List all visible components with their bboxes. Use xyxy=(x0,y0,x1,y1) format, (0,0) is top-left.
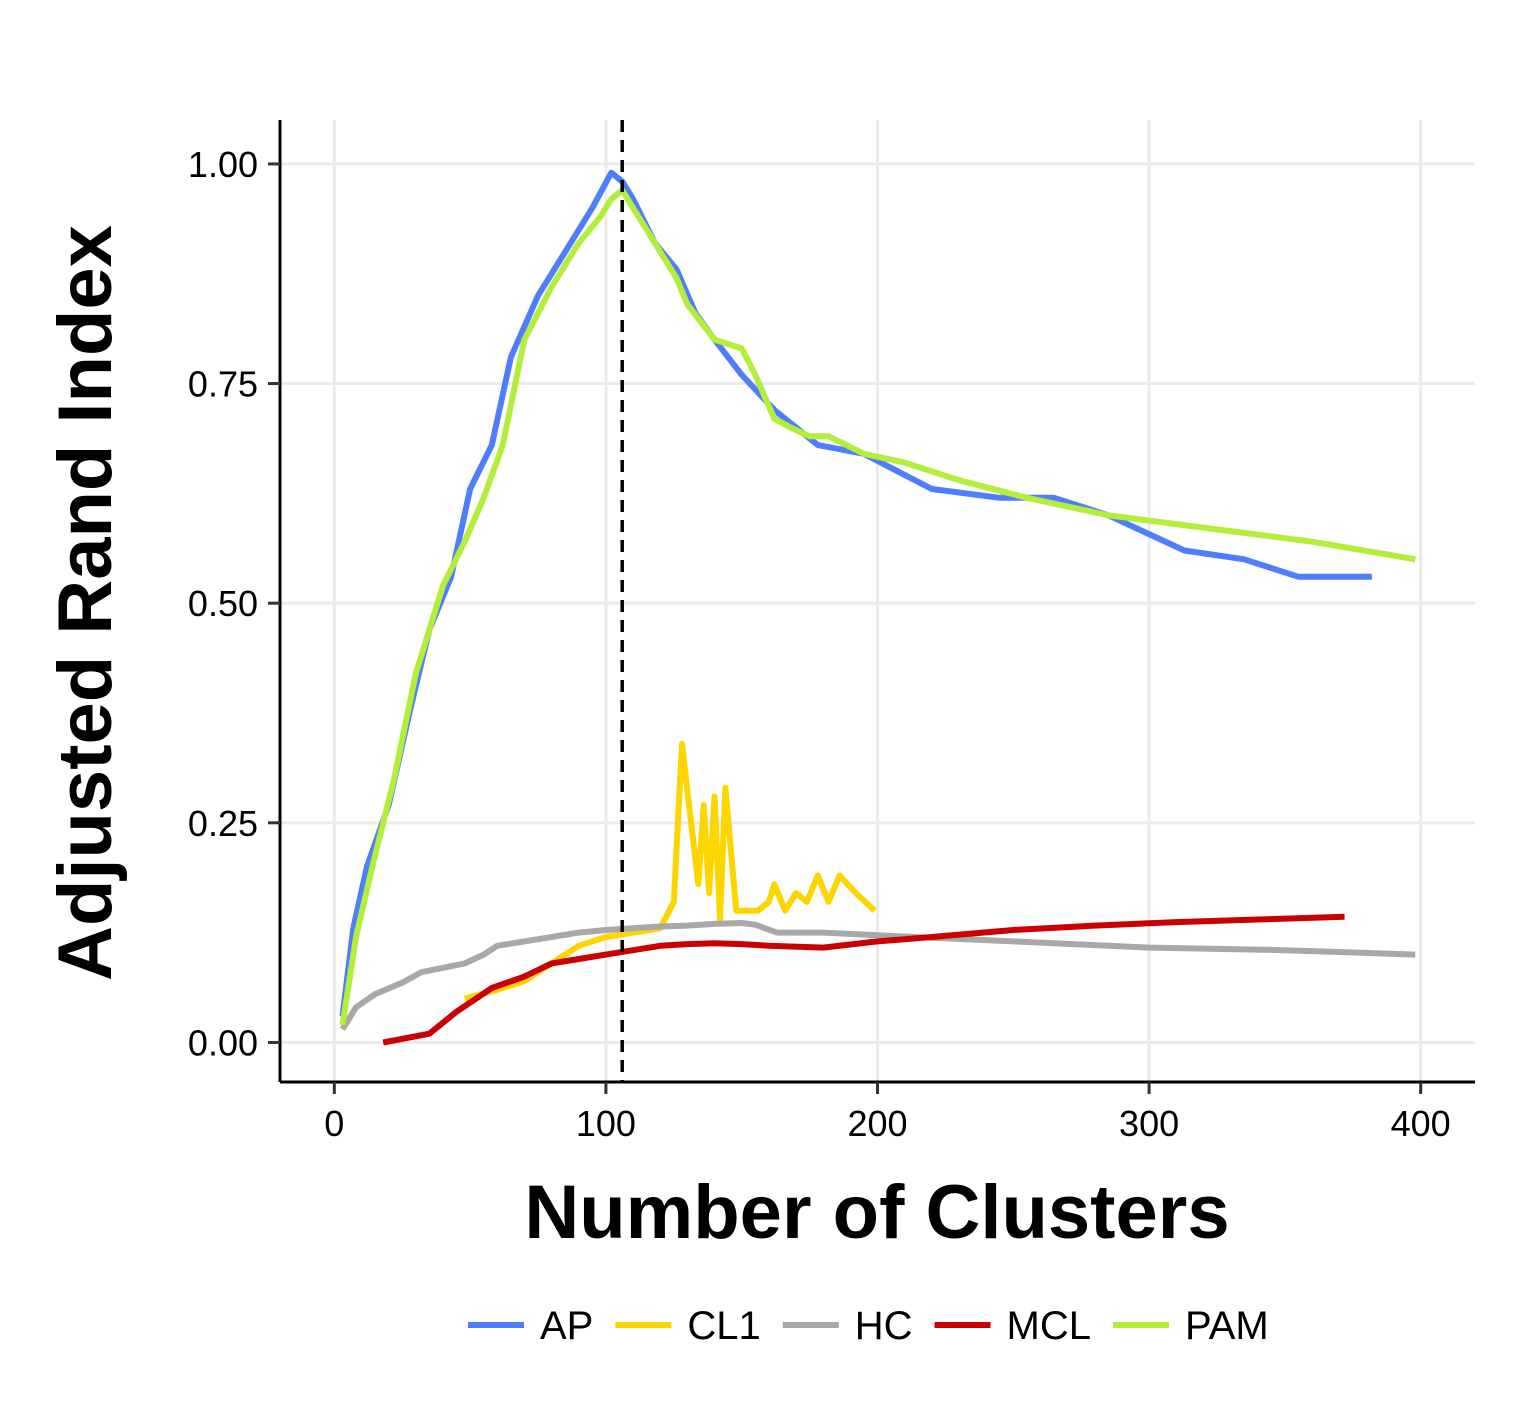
y-tick-label: 0.00 xyxy=(188,1022,258,1063)
legend-label-hc: HC xyxy=(855,1304,913,1348)
legend: AP CL1 HC MCL PAM xyxy=(468,1304,1269,1348)
x-tick-label: 300 xyxy=(1119,1103,1179,1144)
legend-label-cl1: CL1 xyxy=(687,1304,760,1348)
x-tick-label: 400 xyxy=(1391,1103,1451,1144)
y-tick-label: 0.25 xyxy=(188,803,258,844)
series-line-hc xyxy=(339,920,1416,1031)
legend-label-pam: PAM xyxy=(1185,1304,1269,1348)
y-axis-title: Adjusted Rand Index xyxy=(43,225,128,981)
y-tick-label: 0.75 xyxy=(188,364,258,405)
legend-label-ap: AP xyxy=(540,1304,593,1348)
grid-lines xyxy=(280,120,1475,1082)
legend-label-mcl: MCL xyxy=(1007,1304,1091,1348)
series-line-mcl xyxy=(382,913,1345,1046)
tick-labels: 0 100 200 300 400 0.00 0.25 0.50 0.75 1.00 xyxy=(188,144,1451,1144)
x-axis-title: Number of Clusters xyxy=(524,1170,1229,1255)
x-tick-label: 100 xyxy=(576,1103,636,1144)
series-line-pam xyxy=(339,187,1416,1026)
x-tick-label: 0 xyxy=(324,1103,344,1144)
series-line-cl1 xyxy=(463,740,877,1002)
x-tick-label: 200 xyxy=(847,1103,907,1144)
series-line-ap xyxy=(339,169,1372,1017)
series-lines xyxy=(339,169,1416,1046)
y-tick-label: 1.00 xyxy=(188,144,258,185)
y-tick-label: 0.50 xyxy=(188,583,258,624)
